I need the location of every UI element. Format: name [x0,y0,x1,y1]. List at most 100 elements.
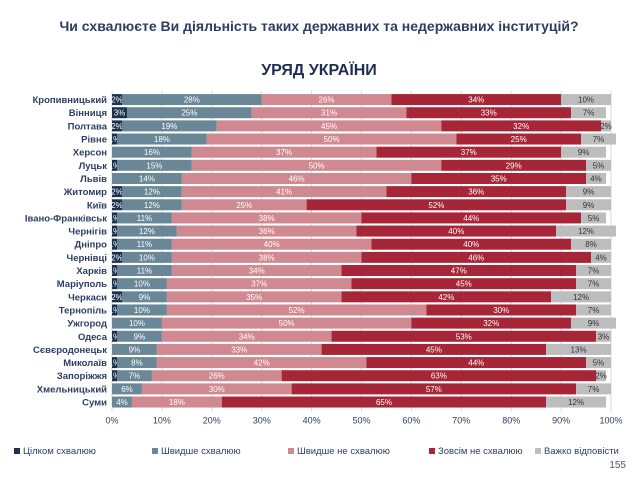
bar-segment [151,370,282,382]
data-label: 37% [251,280,267,289]
bar-segment [121,291,167,303]
data-label: 5% [593,359,605,368]
data-label: 1% [109,280,121,289]
bar-segment [371,238,572,250]
bar-segment [556,225,616,237]
category-label: Полтава [68,121,108,132]
data-label: 9% [129,345,141,354]
x-tick-label: 70% [452,416,470,426]
bar-segment [586,357,611,369]
bar-segment [571,317,616,329]
data-label: 44% [463,214,479,223]
category-label: Харків [76,266,107,277]
data-label: 3% [598,332,610,341]
data-label: 18% [169,398,185,407]
data-label: 63% [431,372,447,381]
category-label: Миколаїв [63,358,107,369]
bar-segment [141,383,292,395]
data-label: 19% [161,122,177,131]
bar-segment [596,330,611,342]
bar-segment [131,396,222,408]
data-label: 4% [590,174,602,183]
data-label: 1% [109,161,121,170]
category-label: Кропивницький [32,95,107,106]
bar-segment [112,396,132,408]
legend-label: Швидше схвалюю [161,446,241,457]
data-label: 52% [428,201,444,210]
legend-label: Важко відповісти [544,446,619,457]
category-label: Запоріжжя [57,371,107,382]
bar-segment [251,107,407,119]
chart-subtitle: УРЯД УКРАЇНИ [261,62,377,79]
x-tick-label: 10% [153,416,171,426]
bar-segment [166,278,352,290]
data-label: 14% [139,174,155,183]
data-label: 57% [426,385,442,394]
data-label: 35% [246,293,262,302]
data-label: 7% [588,280,600,289]
data-label: 37% [461,148,477,157]
data-label: 35% [491,174,507,183]
bar-segment [121,120,217,132]
category-label: Тернопіль [59,305,107,316]
data-label: 26% [209,372,225,381]
legend-label: Цілком схвалюю [23,446,96,457]
data-label: 29% [506,161,522,170]
legend-swatch [14,448,20,454]
bar-segment [576,383,611,395]
data-label: 4% [116,398,128,407]
category-label: Житомир [63,187,107,198]
data-label: 2% [111,188,123,197]
bar-segment [581,212,607,224]
x-tick-label: 0% [105,416,118,426]
legend-label: Швидше не схвалюю [297,446,390,457]
data-label: 25% [236,201,252,210]
bar-segment [586,159,611,171]
data-label: 7% [588,306,600,315]
bar-segment [112,225,117,237]
data-label: 16% [144,148,160,157]
category-label: Маріуполь [57,279,107,290]
bar-segment [112,251,122,263]
legend-swatch [288,448,294,454]
category-label: Івано-Франківськ [25,213,107,224]
data-label: 2% [600,122,612,131]
legend-swatch [429,448,435,454]
bar-segment [171,265,342,277]
data-label: 9% [578,148,590,157]
data-label: 1% [109,372,121,381]
bar-segment [576,265,611,277]
data-label: 10% [134,280,150,289]
bar-segment [176,225,357,237]
bar-segment [121,186,182,198]
data-label: 47% [451,267,467,276]
bar-segment [112,343,157,355]
data-label: 3% [114,109,126,118]
bar-segment [166,291,342,303]
bar-segment [356,225,557,237]
bar-segment [112,172,182,184]
bar-segment [156,357,367,369]
bar-segment [206,133,457,145]
data-label: 33% [231,345,247,354]
bar-segment [411,172,587,184]
data-label: 38% [259,214,275,223]
bar-segment [216,120,442,132]
bar-segment [116,133,207,145]
bar-segment [341,291,552,303]
data-label: 1% [109,214,121,223]
data-label: 4% [595,253,607,262]
bar-segment [116,304,167,316]
category-label: Хмельницький [37,384,107,395]
data-label: 10% [134,306,150,315]
bar-segment [161,330,332,342]
bar-segment [112,212,117,224]
data-label: 32% [483,319,499,328]
bar-segment [361,251,592,263]
data-label: 1% [109,359,121,368]
category-label: Чернівці [67,253,107,264]
legend-swatch [152,448,158,454]
x-tick-label: 50% [352,416,370,426]
bar-segment [121,94,262,106]
